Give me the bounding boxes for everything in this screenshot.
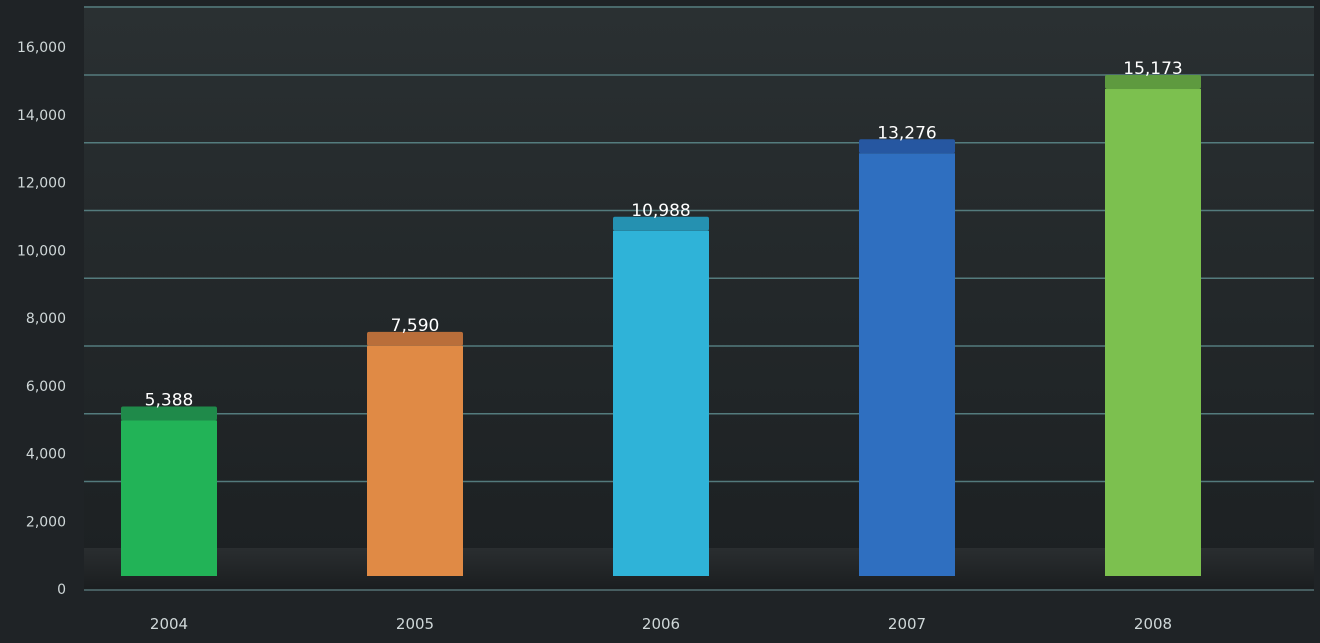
bar-cap-2005 xyxy=(367,331,463,346)
bar-cap-2008 xyxy=(1105,75,1201,90)
y-tick-label: 8,000 xyxy=(26,311,66,327)
bar-2004 xyxy=(121,420,217,576)
y-axis-ticks: 0 2,000 4,000 6,000 8,000 10,000 12,000 14,000 1… xyxy=(17,40,66,598)
x-tick-label: 2004 xyxy=(150,615,188,633)
x-tick-label: 2006 xyxy=(642,615,680,633)
data-label-2006: 10,988 xyxy=(631,201,690,221)
y-tick-label: 2,000 xyxy=(26,514,66,530)
bar-2005 xyxy=(367,345,463,576)
y-tick-label: 10,000 xyxy=(17,243,66,259)
bar-cap-2006 xyxy=(613,216,709,231)
y-tick-label: 6,000 xyxy=(26,379,66,395)
data-label-2005: 7,590 xyxy=(391,316,440,336)
bar-cap-2004 xyxy=(121,406,217,421)
data-label-2004: 5,388 xyxy=(145,390,194,410)
y-tick-label: 0 xyxy=(57,582,66,598)
x-tick-label: 2007 xyxy=(888,615,926,633)
y-tick-label: 12,000 xyxy=(17,176,66,192)
bar-2007 xyxy=(859,153,955,576)
data-label-2008: 15,173 xyxy=(1123,59,1182,79)
bar-2008 xyxy=(1105,89,1201,577)
bar-cap-2007 xyxy=(859,139,955,154)
x-tick-label: 2005 xyxy=(396,615,434,633)
y-tick-label: 16,000 xyxy=(17,40,66,56)
y-tick-label: 4,000 xyxy=(26,447,66,463)
bars: 5,388 7,590 10,988 13,276 15,173 xyxy=(121,59,1201,577)
data-label-2007: 13,276 xyxy=(877,123,936,143)
x-tick-label: 2008 xyxy=(1134,615,1172,633)
y-tick-label: 14,000 xyxy=(17,108,66,124)
x-axis-ticks: 2004 2005 2006 2007 2008 xyxy=(150,615,1172,633)
bar-2006 xyxy=(613,230,709,576)
